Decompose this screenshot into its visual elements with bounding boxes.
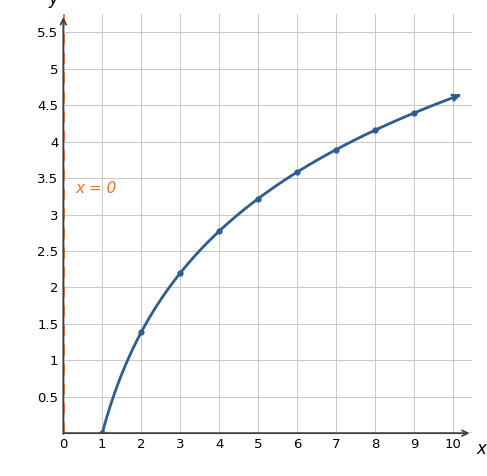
Text: x = 0: x = 0 bbox=[75, 181, 116, 196]
Text: x: x bbox=[476, 440, 486, 458]
Text: y: y bbox=[49, 0, 58, 9]
